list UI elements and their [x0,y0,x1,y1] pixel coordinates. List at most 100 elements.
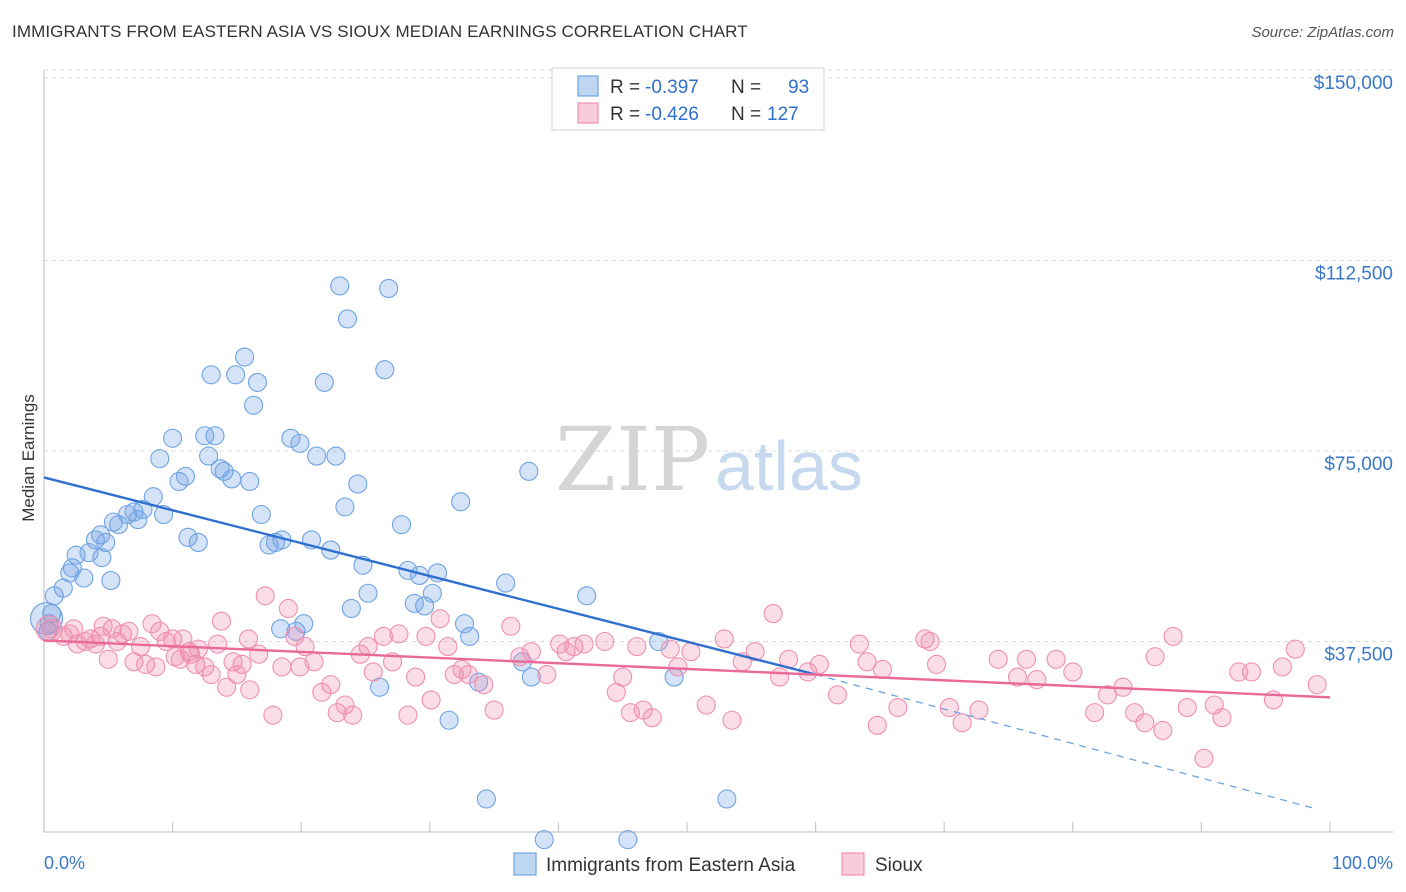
data-point-immigrants [150,449,170,469]
data-point-sioux [1124,703,1145,723]
data-point-sioux [211,611,232,631]
data-point-sioux [335,695,355,715]
data-point-immigrants [222,469,242,489]
data-point-sioux [926,654,947,674]
data-point-sioux [915,629,935,649]
data-point-sioux [827,685,848,705]
legend-r-label-2: R = [610,104,640,125]
data-point-immigrants [244,395,264,415]
data-point-sioux [595,631,615,652]
data-point-sioux [1007,667,1028,687]
data-point-immigrants [247,372,268,392]
data-point-immigrants [341,598,361,619]
legend-swatch-sioux [577,102,599,124]
legend-r-value-2: -0.426 [645,104,699,125]
data-point-sioux [1063,662,1083,682]
data-point-immigrants [379,278,399,298]
data-point-immigrants [199,446,219,466]
data-point-sioux [1145,647,1165,667]
data-point-sioux [373,626,394,646]
data-point-immigrants [74,568,94,588]
data-point-sioux [550,634,570,654]
data-point-sioux [195,657,215,677]
trend-line-sioux [43,639,1331,699]
data-point-sioux [888,697,908,718]
data-point-sioux [1285,639,1305,659]
data-point-sioux [1016,649,1037,669]
data-point-sioux [696,695,716,715]
data-point-sioux [290,657,310,677]
data-point-immigrants [476,789,496,809]
data-point-immigrants [469,672,489,692]
data-point-immigrants [326,446,346,466]
data-point-immigrants [307,446,327,466]
data-point-sioux [232,654,252,674]
y-tick-labels: $37,500 $75,000 $112,500 $150,000 [1314,73,1393,666]
data-point-immigrants [439,710,459,730]
data-point-sioux [102,619,122,639]
series-legend-swatch-sioux [841,852,865,876]
data-point-immigrants [92,548,112,568]
data-point-immigrants [163,428,183,448]
data-point-sioux [272,657,292,677]
data-point-sioux [501,616,521,636]
data-point-sioux [763,604,783,624]
data-point-immigrants [358,583,378,603]
data-point-immigrants [649,631,669,652]
data-point-sioux [809,654,830,674]
data-point-sioux [1212,708,1232,728]
data-point-sioux [872,659,893,679]
data-point-sioux [458,664,478,685]
data-point-immigrants [335,497,355,517]
legend-n-label-2: N = [731,104,761,125]
data-point-sioux [130,637,150,657]
legend-n-value-2: 127 [767,104,799,125]
data-point-sioux [98,649,118,669]
data-point-immigrants [618,830,638,850]
data-point-sioux [343,705,363,725]
data-point-sioux [119,621,139,641]
data-point-immigrants [188,532,208,552]
data-point-sioux [438,637,458,657]
data-point-sioux [969,700,989,720]
data-point-sioux [574,634,594,654]
stats-legend-box [551,67,825,131]
data-point-immigrants [169,471,189,492]
data-point-sioux [627,637,647,657]
data-point-sioux [1177,697,1197,718]
data-point-sioux [238,629,259,649]
data-point-sioux [668,657,688,677]
data-point-immigrants [290,433,310,453]
data-point-sioux [952,713,972,733]
data-point-immigrants [205,426,225,446]
data-point-immigrants [60,563,80,583]
data-point-sioux [474,675,494,695]
data-point-immigrants [717,789,737,809]
chart-source: Source: ZipAtlas.com [1251,24,1394,41]
data-point-sioux [421,690,441,710]
data-point-immigrants [128,510,148,530]
data-point-immigrants [96,532,116,552]
data-point-sioux [142,614,162,634]
data-point-immigrants [195,426,215,446]
data-point-sioux [249,644,269,664]
data-point-sioux [358,637,378,657]
trend-line-immigrants-extrapolated [815,673,1318,810]
data-point-sioux [165,647,185,667]
data-point-sioux [920,631,940,652]
legend-r-value-1: -0.397 [645,77,699,98]
y-tick-label: $37,500 [1324,645,1393,666]
data-point-sioux [939,697,959,718]
data-point-sioux [406,667,426,687]
data-point-sioux [389,624,409,644]
data-point-immigrants [330,276,350,296]
data-point-sioux [770,667,790,687]
data-point-immigrants [451,492,471,512]
data-point-sioux [452,659,472,679]
series-legend-label-immigrants: Immigrants from Eastern Asia [546,855,796,876]
data-point-immigrants [496,573,516,593]
data-point-immigrants [521,667,541,687]
data-point-immigrants [519,461,539,481]
data-point-sioux [849,634,869,654]
